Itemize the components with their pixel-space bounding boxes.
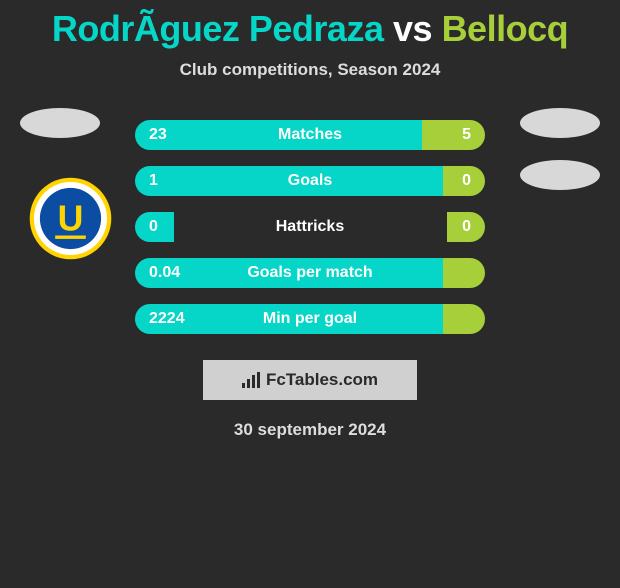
- player1-name: RodrÃ­guez Pedraza: [52, 8, 384, 49]
- stat-row-min-per-goal: 2224 Min per goal: [135, 304, 485, 334]
- player2-name: Bellocq: [442, 8, 569, 49]
- comparison-title: RodrÃ­guez Pedraza vs Bellocq: [0, 8, 620, 50]
- stat-value-right: 5: [462, 126, 471, 144]
- stat-row-goals-per-match: 0.04 Goals per match: [135, 258, 485, 288]
- player1-avatar-placeholder: [20, 108, 100, 138]
- stat-label: Goals: [135, 172, 485, 190]
- stat-value-right: 0: [462, 218, 471, 236]
- branding-box: FcTables.com: [203, 360, 417, 400]
- stats-section: CLUB DEPORTIVO U 23 Matches 5 1 Goals 0 …: [0, 120, 620, 440]
- stat-label: Goals per match: [135, 264, 485, 282]
- stat-label: Min per goal: [135, 310, 485, 328]
- branding-bars-icon: [242, 372, 260, 388]
- stat-row-goals: 1 Goals 0: [135, 166, 485, 196]
- date-text: 30 september 2024: [0, 420, 620, 440]
- player2-club-placeholder: [520, 160, 600, 190]
- subtitle: Club competitions, Season 2024: [0, 60, 620, 80]
- branding-text: FcTables.com: [266, 370, 378, 390]
- title-separator: vs: [393, 8, 432, 49]
- club-badge: CLUB DEPORTIVO U: [28, 176, 113, 261]
- stat-rows: 23 Matches 5 1 Goals 0 0 Hattricks 0 0.0…: [135, 120, 485, 334]
- stat-row-matches: 23 Matches 5: [135, 120, 485, 150]
- stat-label: Hattricks: [135, 218, 485, 236]
- stat-row-hattricks: 0 Hattricks 0: [135, 212, 485, 242]
- player2-avatar-placeholder: [520, 108, 600, 138]
- stat-label: Matches: [135, 126, 485, 144]
- svg-text:U: U: [58, 198, 84, 238]
- stat-value-right: 0: [462, 172, 471, 190]
